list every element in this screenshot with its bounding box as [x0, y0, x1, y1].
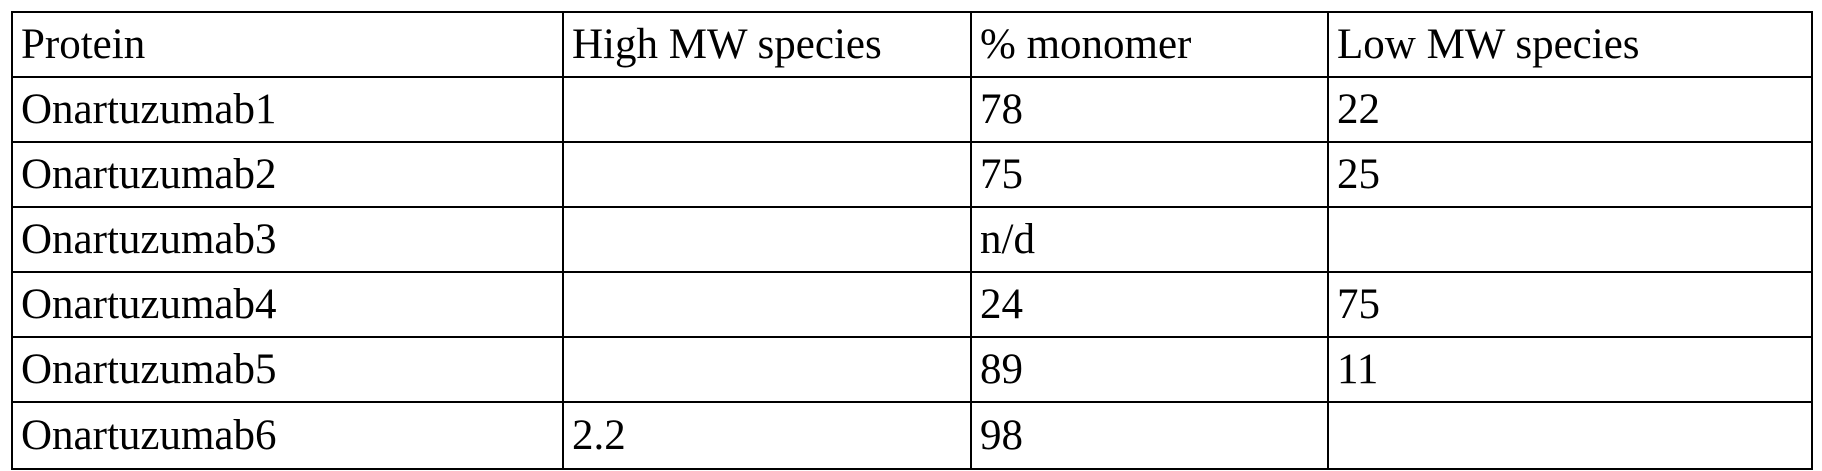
table-row: Onartuzumab3 n/d — [11, 206, 1813, 273]
data-table: Protein High MW species % monomer Low MW… — [11, 11, 1813, 470]
cell-protein: Onartuzumab4 — [11, 271, 564, 338]
table-row: Onartuzumab2 75 25 — [11, 141, 1813, 208]
cell-high-mw-species — [562, 271, 972, 338]
header-percent-monomer: % monomer — [970, 11, 1329, 78]
table-row: Onartuzumab6 2.2 98 — [11, 401, 1813, 470]
cell-protein: Onartuzumab6 — [11, 401, 564, 470]
cell-percent-monomer: 75 — [970, 141, 1329, 208]
cell-high-mw-species — [562, 336, 972, 403]
cell-high-mw-species — [562, 206, 972, 273]
cell-protein: Onartuzumab1 — [11, 76, 564, 143]
cell-percent-monomer: 24 — [970, 271, 1329, 338]
table-row: Onartuzumab1 78 22 — [11, 76, 1813, 143]
cell-percent-monomer: n/d — [970, 206, 1329, 273]
cell-protein: Onartuzumab5 — [11, 336, 564, 403]
cell-low-mw-species: 75 — [1327, 271, 1813, 338]
cell-high-mw-species — [562, 141, 972, 208]
header-row: Protein High MW species % monomer Low MW… — [11, 11, 1813, 78]
cell-high-mw-species: 2.2 — [562, 401, 972, 470]
header-high-mw-species: High MW species — [562, 11, 972, 78]
header-low-mw-species: Low MW species — [1327, 11, 1813, 78]
table-row: Onartuzumab4 24 75 — [11, 271, 1813, 338]
cell-percent-monomer: 98 — [970, 401, 1329, 470]
header-protein: Protein — [11, 11, 564, 78]
cell-high-mw-species — [562, 76, 972, 143]
cell-percent-monomer: 78 — [970, 76, 1329, 143]
cell-percent-monomer: 89 — [970, 336, 1329, 403]
cell-low-mw-species: 25 — [1327, 141, 1813, 208]
cell-low-mw-species — [1327, 401, 1813, 470]
cell-protein: Onartuzumab2 — [11, 141, 564, 208]
cell-protein: Onartuzumab3 — [11, 206, 564, 273]
cell-low-mw-species: 22 — [1327, 76, 1813, 143]
table-row: Onartuzumab5 89 11 — [11, 336, 1813, 403]
cell-low-mw-species — [1327, 206, 1813, 273]
cell-low-mw-species: 11 — [1327, 336, 1813, 403]
